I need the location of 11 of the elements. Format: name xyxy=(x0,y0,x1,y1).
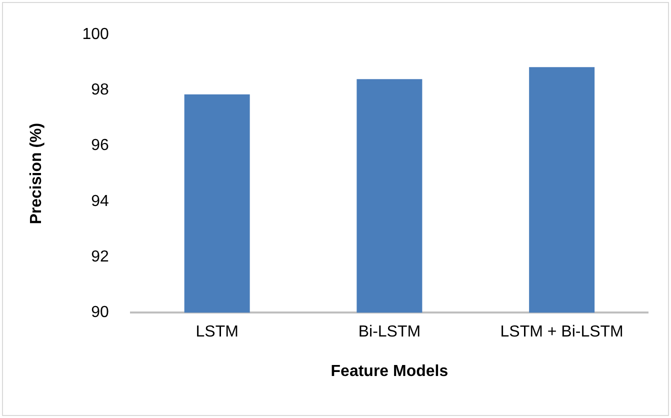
y-axis-title: Precision (%) xyxy=(28,122,46,224)
y-tick-label: 94 xyxy=(91,192,109,210)
y-tick-label: 92 xyxy=(91,248,109,266)
y-tick-label: 96 xyxy=(91,137,109,154)
x-axis-title: Feature Models xyxy=(330,362,448,380)
x-tick-label: LSTM + Bi-LSTM xyxy=(500,324,624,341)
x-tick-label: LSTM xyxy=(196,324,238,341)
y-tick-label: 98 xyxy=(91,82,109,99)
x-tick-label: Bi-LSTM xyxy=(358,324,421,341)
y-tick-label: 90 xyxy=(91,304,109,322)
y-tick-label: 100 xyxy=(82,26,109,44)
